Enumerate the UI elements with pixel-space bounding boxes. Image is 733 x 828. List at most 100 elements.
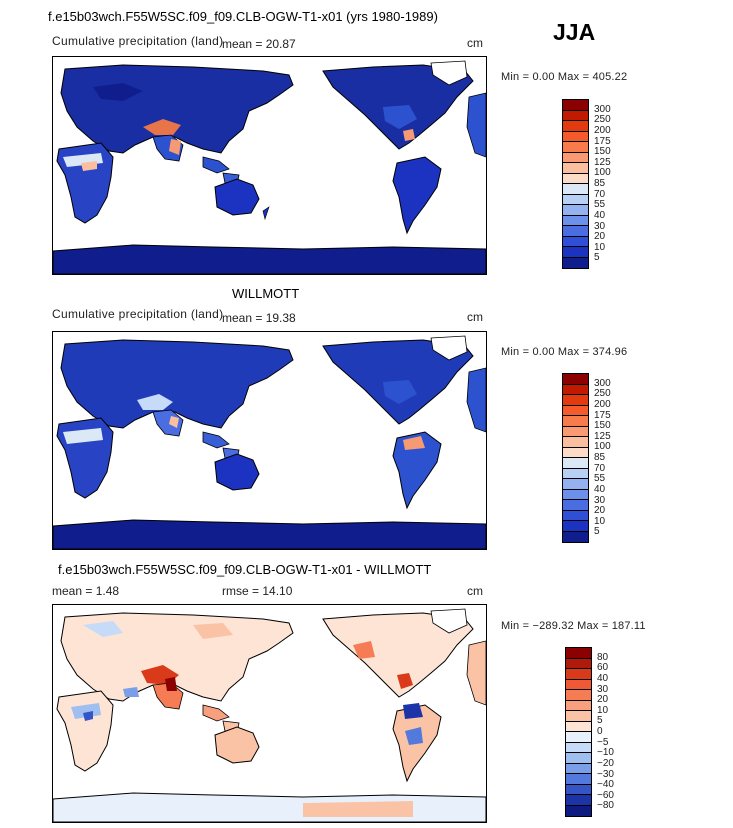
panel1-colorbar-labels: 300 250 200 175 150 125 100 85 70 55 40 30 20 10 5 bbox=[594, 99, 634, 269]
colorbar-swatch bbox=[566, 753, 591, 764]
panel2-colorbar bbox=[562, 373, 589, 543]
colorbar-swatch bbox=[563, 479, 588, 490]
colorbar-swatch bbox=[566, 795, 591, 806]
colorbar-tick-label: 70 bbox=[594, 188, 606, 200]
colorbar-swatch bbox=[563, 437, 588, 448]
panel1-units: cm bbox=[467, 36, 483, 50]
colorbar-swatch bbox=[563, 395, 588, 406]
panel1-map bbox=[52, 56, 487, 275]
panel2-units: cm bbox=[467, 310, 483, 324]
colorbar-swatch bbox=[566, 763, 591, 774]
colorbar-tick-label: 200 bbox=[594, 398, 611, 410]
colorbar-swatch bbox=[566, 679, 591, 690]
colorbar-tick-label: 10 bbox=[594, 515, 606, 527]
colorbar-swatch bbox=[563, 121, 588, 132]
panel3-map bbox=[52, 604, 487, 823]
colorbar-swatch bbox=[566, 784, 591, 795]
colorbar-tick-label: 80 bbox=[597, 651, 609, 663]
colorbar-swatch bbox=[563, 384, 588, 395]
panel3-mean: mean = 1.48 bbox=[52, 584, 120, 598]
panel2-south-america bbox=[392, 431, 442, 510]
panel3-australia bbox=[214, 726, 260, 764]
colorbar-swatch bbox=[566, 711, 591, 722]
colorbar-swatch bbox=[563, 458, 588, 469]
panel2-eurasia bbox=[60, 339, 294, 429]
colorbar-tick-label: 100 bbox=[594, 441, 611, 453]
colorbar-swatch bbox=[563, 163, 588, 174]
colorbar-swatch bbox=[563, 257, 588, 268]
colorbar-tick-label: 20 bbox=[597, 694, 609, 706]
colorbar-swatch bbox=[563, 247, 588, 258]
colorbar-tick-label: 175 bbox=[594, 409, 611, 421]
colorbar-tick-label: 85 bbox=[594, 178, 606, 189]
colorbar-tick-label: 40 bbox=[594, 209, 606, 221]
panel3-antarctica bbox=[53, 792, 486, 822]
colorbar-swatch bbox=[563, 184, 588, 195]
colorbar-tick-label: −80 bbox=[597, 800, 614, 812]
colorbar-swatch bbox=[566, 700, 591, 711]
colorbar-swatch bbox=[566, 732, 591, 743]
colorbar-swatch bbox=[563, 500, 588, 511]
colorbar-tick-label: 5 bbox=[597, 715, 603, 727]
panel3-units: cm bbox=[467, 584, 483, 598]
colorbar-tick-label: 250 bbox=[594, 388, 611, 400]
colorbar-tick-label: 125 bbox=[594, 156, 611, 168]
colorbar-tick-label: −60 bbox=[597, 789, 614, 801]
panel2-mean: mean = 19.38 bbox=[222, 311, 296, 325]
colorbar-tick-label: 70 bbox=[594, 462, 606, 474]
panel3-world-map-svg bbox=[53, 608, 486, 822]
colorbar-tick-label: 200 bbox=[594, 124, 611, 136]
colorbar-tick-label: 150 bbox=[594, 420, 611, 432]
panel3-colorbar bbox=[565, 647, 592, 817]
colorbar-tick-label: 175 bbox=[594, 135, 611, 147]
panel2-heading: WILLMOTT bbox=[232, 286, 300, 301]
colorbar-swatch bbox=[563, 215, 588, 226]
colorbar-tick-label: 250 bbox=[594, 114, 611, 126]
colorbar-swatch bbox=[566, 774, 591, 785]
colorbar-swatch bbox=[563, 236, 588, 247]
panel3-heading: f.e15b03wch.F55W5SC.f09_f09.CLB-OGW-T1-x… bbox=[58, 562, 432, 577]
colorbar-tick-label: 150 bbox=[594, 146, 611, 158]
season-label: JJA bbox=[553, 19, 596, 45]
colorbar-swatch bbox=[563, 416, 588, 427]
colorbar-swatch bbox=[566, 721, 591, 732]
colorbar-tick-label: −40 bbox=[597, 779, 614, 791]
panel1-south-america bbox=[392, 156, 442, 235]
panel2-colorbar-labels: 300 250 200 175 150 125 100 85 70 55 40 30 20 10 5 bbox=[594, 373, 634, 543]
colorbar-tick-label: 20 bbox=[594, 505, 606, 517]
colorbar-tick-label: 300 bbox=[594, 103, 611, 115]
colorbar-swatch bbox=[563, 205, 588, 216]
colorbar-tick-label: −10 bbox=[597, 747, 614, 759]
colorbar-tick-label: 60 bbox=[597, 662, 609, 674]
panel3-colorbar-labels: 80 60 40 30 20 10 5 0 −5 −10 −20 −30 −40 −60 −80 bbox=[597, 647, 637, 817]
panel1-world-map-svg bbox=[53, 60, 486, 274]
colorbar-tick-label: 5 bbox=[594, 526, 600, 538]
colorbar-tick-label: 0 bbox=[597, 726, 603, 737]
colorbar-swatch bbox=[566, 658, 591, 669]
colorbar-tick-label: 20 bbox=[594, 231, 606, 243]
panel2-world-map-svg bbox=[53, 335, 486, 549]
panel2-map bbox=[52, 331, 487, 550]
colorbar-tick-label: 125 bbox=[594, 430, 611, 442]
colorbar-swatch bbox=[566, 669, 591, 680]
colorbar-tick-label: −5 bbox=[597, 736, 609, 748]
colorbar-tick-label: −30 bbox=[597, 768, 614, 780]
colorbar-tick-label: 5 bbox=[594, 252, 600, 264]
colorbar-tick-label: 30 bbox=[594, 220, 606, 232]
panel1-colorbar bbox=[562, 99, 589, 269]
colorbar-tick-label: 55 bbox=[594, 473, 606, 485]
panel1-minmax: Min = 0.00 Max = 405.22 bbox=[501, 71, 628, 83]
panel2-australia bbox=[214, 453, 260, 491]
colorbar-tick-label: 300 bbox=[594, 377, 611, 389]
colorbar-swatch bbox=[563, 100, 588, 111]
colorbar-swatch bbox=[563, 405, 588, 416]
colorbar-swatch bbox=[563, 510, 588, 521]
colorbar-swatch bbox=[563, 142, 588, 153]
colorbar-swatch bbox=[563, 531, 588, 542]
colorbar-tick-label: 40 bbox=[594, 483, 606, 495]
colorbar-swatch bbox=[563, 489, 588, 500]
colorbar-swatch bbox=[566, 742, 591, 753]
colorbar-swatch bbox=[563, 226, 588, 237]
colorbar-tick-label: 10 bbox=[597, 704, 609, 716]
colorbar-swatch bbox=[563, 152, 588, 163]
